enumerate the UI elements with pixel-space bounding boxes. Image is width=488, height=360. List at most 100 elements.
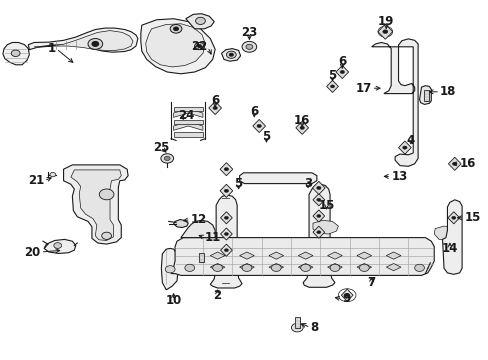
Text: 17: 17	[355, 82, 371, 95]
Circle shape	[226, 51, 236, 58]
Text: 22: 22	[191, 40, 207, 53]
Circle shape	[402, 146, 407, 149]
Text: 14: 14	[441, 242, 457, 255]
Circle shape	[359, 264, 368, 271]
Polygon shape	[173, 132, 203, 137]
Circle shape	[170, 24, 182, 33]
Polygon shape	[312, 194, 324, 206]
Polygon shape	[398, 141, 410, 154]
Polygon shape	[220, 212, 232, 224]
Circle shape	[414, 264, 424, 271]
Polygon shape	[298, 264, 312, 271]
Text: 3: 3	[304, 177, 311, 190]
Polygon shape	[239, 252, 254, 259]
Polygon shape	[208, 102, 221, 114]
Text: 16: 16	[459, 157, 475, 170]
Polygon shape	[295, 121, 308, 134]
Circle shape	[316, 231, 320, 234]
Circle shape	[224, 167, 228, 171]
Circle shape	[224, 216, 228, 219]
Circle shape	[50, 172, 56, 177]
Circle shape	[229, 53, 233, 56]
Circle shape	[161, 154, 173, 163]
Polygon shape	[447, 212, 459, 224]
Text: 18: 18	[439, 85, 455, 98]
Circle shape	[291, 323, 303, 332]
Circle shape	[173, 27, 178, 31]
Circle shape	[316, 186, 321, 190]
Circle shape	[330, 85, 334, 88]
Text: 5: 5	[262, 130, 270, 143]
Text: 11: 11	[204, 231, 220, 244]
Text: 7: 7	[367, 276, 375, 289]
Polygon shape	[386, 264, 400, 271]
Text: 6: 6	[250, 105, 258, 118]
Polygon shape	[173, 220, 188, 228]
Polygon shape	[433, 226, 459, 240]
Text: 4: 4	[406, 134, 414, 147]
Polygon shape	[335, 66, 348, 78]
Circle shape	[212, 264, 222, 271]
Polygon shape	[220, 244, 232, 256]
Polygon shape	[239, 264, 254, 271]
Polygon shape	[220, 228, 232, 240]
Text: 5: 5	[234, 177, 242, 190]
Text: 1: 1	[48, 42, 56, 55]
Polygon shape	[190, 250, 211, 266]
Polygon shape	[312, 210, 324, 222]
Circle shape	[224, 249, 228, 252]
Text: 6: 6	[338, 55, 346, 68]
Polygon shape	[424, 90, 427, 101]
Circle shape	[164, 156, 170, 161]
Polygon shape	[173, 122, 203, 130]
Polygon shape	[447, 157, 460, 170]
Text: 23: 23	[241, 26, 257, 39]
Polygon shape	[220, 163, 232, 176]
Text: 24: 24	[177, 109, 194, 122]
Text: 6: 6	[211, 94, 219, 107]
Polygon shape	[356, 252, 371, 259]
Polygon shape	[171, 238, 433, 275]
Polygon shape	[371, 39, 417, 166]
Text: 16: 16	[293, 114, 310, 127]
Polygon shape	[442, 200, 461, 274]
Polygon shape	[447, 227, 460, 238]
Polygon shape	[221, 49, 240, 61]
Circle shape	[224, 189, 228, 193]
Circle shape	[299, 126, 304, 130]
Polygon shape	[419, 86, 430, 104]
Circle shape	[102, 232, 111, 239]
Polygon shape	[327, 264, 342, 271]
Polygon shape	[303, 184, 334, 287]
Polygon shape	[327, 252, 342, 259]
Circle shape	[197, 45, 201, 48]
Polygon shape	[210, 195, 242, 288]
Circle shape	[345, 294, 348, 297]
Polygon shape	[312, 181, 325, 194]
Circle shape	[88, 39, 102, 49]
Polygon shape	[386, 252, 400, 259]
Polygon shape	[341, 289, 352, 301]
Polygon shape	[312, 226, 324, 238]
Polygon shape	[210, 264, 224, 271]
Circle shape	[224, 233, 228, 235]
Text: 10: 10	[165, 294, 182, 307]
Circle shape	[271, 264, 281, 271]
Circle shape	[11, 50, 20, 57]
Circle shape	[165, 266, 175, 273]
Polygon shape	[71, 170, 121, 240]
Polygon shape	[173, 120, 203, 124]
Circle shape	[212, 106, 217, 110]
Circle shape	[242, 41, 256, 52]
Polygon shape	[210, 252, 224, 259]
Text: 8: 8	[310, 321, 318, 334]
Circle shape	[184, 264, 194, 271]
Text: 2: 2	[213, 289, 221, 302]
Text: 5: 5	[328, 69, 336, 82]
Polygon shape	[298, 252, 312, 259]
Circle shape	[316, 215, 320, 217]
Polygon shape	[268, 264, 283, 271]
Polygon shape	[356, 264, 371, 271]
Polygon shape	[220, 184, 232, 197]
Circle shape	[194, 42, 204, 50]
